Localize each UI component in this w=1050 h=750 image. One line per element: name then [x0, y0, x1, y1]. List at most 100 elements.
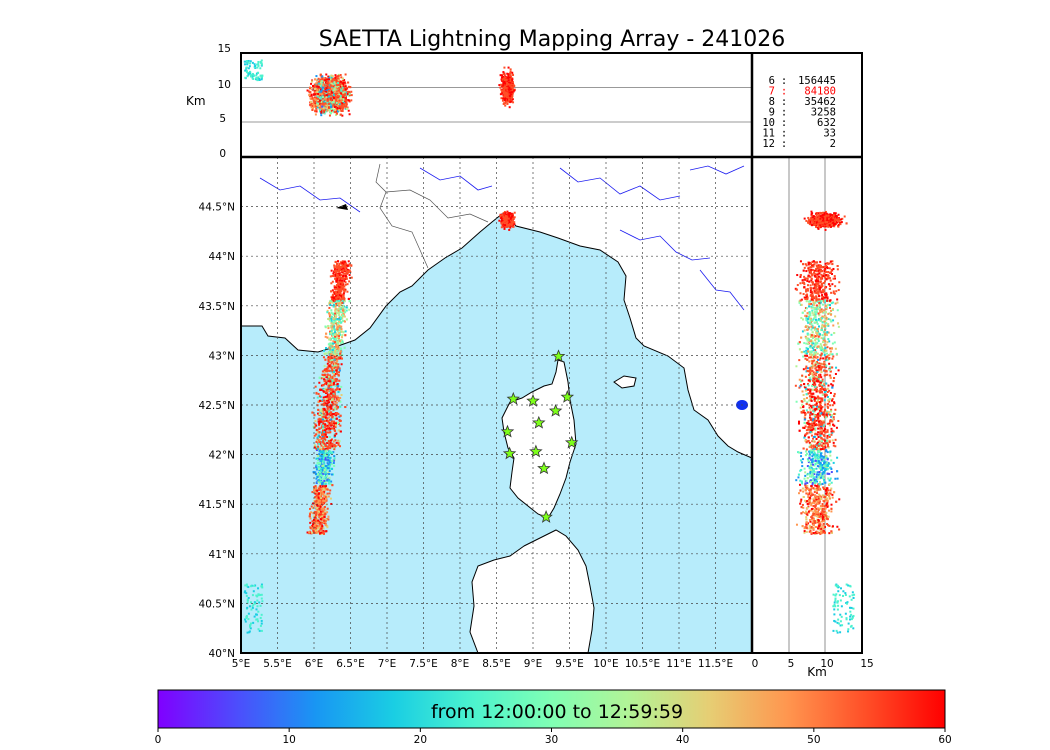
top-point — [318, 107, 321, 110]
top-point — [339, 103, 342, 106]
top-point — [342, 85, 345, 88]
map-point — [322, 530, 325, 533]
map-point — [337, 439, 340, 442]
top-point — [512, 83, 515, 86]
top-point — [341, 86, 344, 89]
top-point — [341, 98, 344, 101]
top-point — [509, 88, 512, 91]
top-point — [330, 74, 333, 77]
top-point — [347, 109, 350, 112]
top-point — [348, 100, 351, 103]
top-point — [338, 105, 341, 108]
map-point — [341, 260, 344, 263]
top-point — [317, 104, 320, 107]
top-point — [339, 92, 342, 95]
top-point — [499, 86, 502, 89]
river — [559, 167, 681, 201]
map-point — [325, 458, 328, 461]
map-point — [333, 374, 336, 377]
river — [689, 165, 745, 175]
map-point — [334, 439, 337, 442]
map-point — [341, 300, 344, 303]
count-value: 33 — [823, 128, 836, 140]
map-point — [336, 312, 339, 315]
count-label: 8 — [769, 96, 775, 108]
top-point — [329, 112, 332, 115]
map-points — [243, 210, 516, 634]
top-point — [326, 96, 329, 99]
top-point — [253, 74, 256, 77]
map-point — [323, 521, 326, 524]
top-point — [511, 92, 514, 95]
map-point — [320, 462, 323, 465]
top-point — [333, 89, 336, 92]
map-point — [324, 480, 327, 483]
map-point — [315, 447, 318, 450]
top-point — [324, 99, 327, 102]
top-point — [324, 102, 327, 105]
map-point — [316, 396, 319, 399]
map-point — [348, 263, 351, 266]
map-point — [323, 532, 326, 535]
top-point — [246, 63, 249, 66]
map-point — [328, 387, 331, 390]
map-point — [314, 496, 317, 499]
top-point — [249, 62, 252, 65]
top-point — [510, 83, 513, 86]
map-point — [341, 311, 344, 314]
top-point — [508, 94, 511, 97]
map-point — [318, 516, 321, 519]
top-point — [320, 90, 323, 93]
top-point — [343, 89, 346, 92]
top-point — [333, 87, 336, 90]
top-point — [317, 102, 320, 105]
map-point — [348, 276, 351, 279]
top-point — [257, 64, 260, 67]
top-point — [499, 74, 502, 77]
top-point — [501, 89, 504, 92]
map-point — [324, 435, 327, 438]
map-point — [333, 274, 336, 277]
top-point — [310, 93, 313, 96]
map-point — [344, 272, 347, 275]
map-point — [312, 512, 315, 515]
top-point — [329, 110, 332, 113]
top-point — [509, 95, 512, 98]
top-point — [325, 73, 328, 76]
top-point — [336, 105, 339, 108]
top-point — [325, 87, 328, 90]
top-point — [312, 85, 315, 88]
map-point — [330, 438, 333, 441]
map-point — [320, 466, 323, 469]
map-point — [316, 455, 319, 458]
top-point — [314, 89, 317, 92]
map-point — [332, 354, 335, 357]
top-point — [335, 101, 338, 104]
top-point — [328, 80, 331, 83]
map-point — [327, 318, 330, 321]
top-point — [257, 71, 260, 74]
top-point — [315, 87, 318, 90]
map-point — [325, 389, 328, 392]
top-point — [338, 109, 341, 112]
map-point — [348, 274, 351, 277]
map-point — [328, 480, 331, 483]
top-point — [341, 114, 344, 117]
top-point — [314, 91, 317, 94]
map-point — [330, 269, 333, 272]
map-point — [317, 495, 320, 498]
top-point — [505, 82, 508, 85]
map-point — [334, 274, 337, 277]
top-point — [326, 106, 329, 109]
top-point — [504, 93, 507, 96]
map-point — [325, 376, 328, 379]
top-point — [249, 72, 252, 75]
top-point — [322, 110, 325, 113]
top-point — [508, 76, 511, 79]
top-point — [343, 81, 346, 84]
map-point — [317, 459, 320, 462]
map-point — [341, 330, 344, 333]
map-point — [326, 436, 329, 439]
top-point — [502, 75, 505, 78]
top-point — [504, 76, 507, 79]
